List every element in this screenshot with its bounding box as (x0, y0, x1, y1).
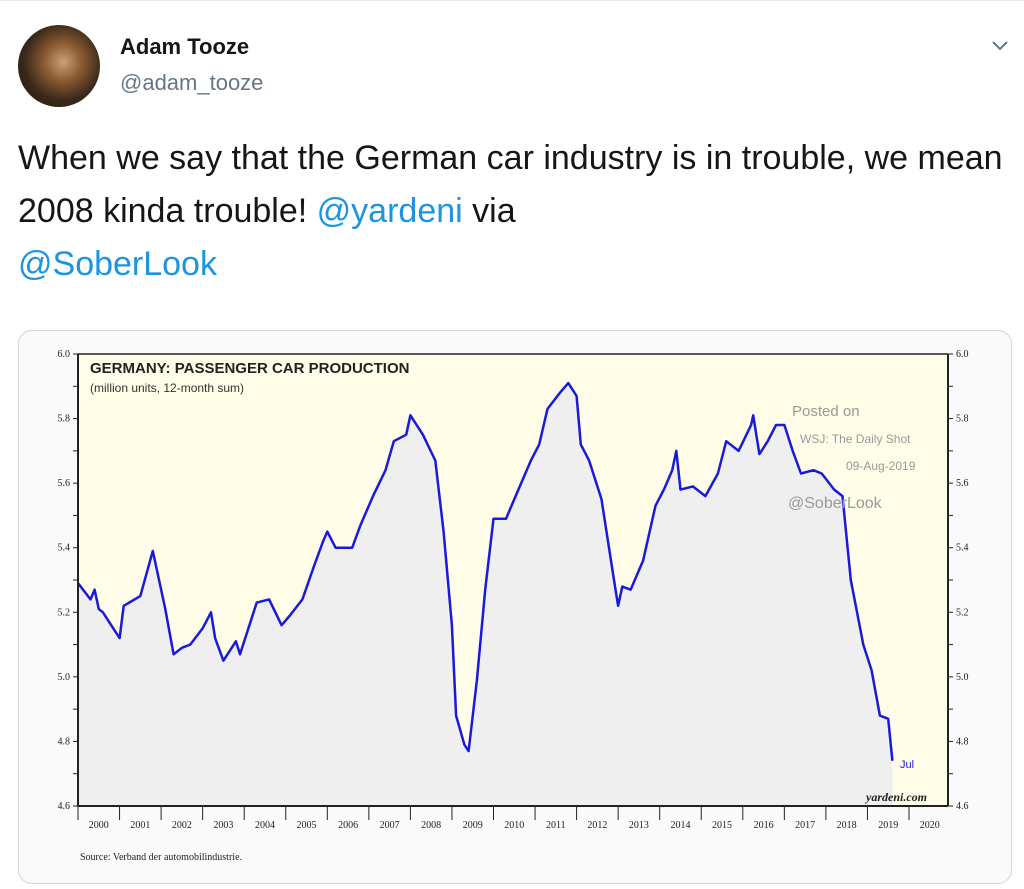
y-tick-label: 4.8 (58, 736, 71, 747)
y-tick-label: 5.4 (58, 543, 71, 554)
x-tick-label: 2019 (878, 820, 898, 831)
y-tick-label-right: 5.4 (956, 543, 969, 554)
x-tick-label: 2020 (920, 820, 940, 831)
brand-label: yardeni.com (864, 790, 927, 804)
watermark-line: 09-Aug-2019 (846, 459, 916, 473)
source-label: Source: Verband der automobilindustrie. (80, 852, 242, 863)
mention-link[interactable]: @SoberLook (18, 245, 217, 283)
x-tick-label: 2008 (421, 820, 441, 831)
avatar[interactable] (18, 25, 100, 107)
watermark: Posted on WSJ: The Daily Shot 09-Aug-201… (788, 403, 916, 512)
mention-link[interactable]: @yardeni (316, 192, 463, 230)
top-divider (0, 0, 1024, 1)
x-tick-label: 2011 (546, 820, 566, 831)
x-tick-label: 2010 (504, 820, 524, 831)
x-tick-label: 2006 (338, 820, 358, 831)
y-tick-label-right: 6.0 (956, 349, 969, 360)
watermark-line: Posted on (792, 403, 860, 420)
watermark-line: WSJ: The Daily Shot (800, 432, 911, 446)
x-tick-label: 2009 (463, 820, 483, 831)
y-tick-label: 5.0 (58, 672, 71, 683)
x-tick-label: 2002 (172, 820, 192, 831)
y-tick-label: 4.6 (58, 801, 71, 812)
y-tick-label-right: 5.8 (956, 414, 969, 425)
series-line (77, 381, 894, 761)
end-label: Jul (900, 759, 914, 771)
x-tick-label: 2003 (213, 820, 233, 831)
y-tick-label: 5.8 (58, 414, 71, 425)
tweet-text-via: via (462, 192, 516, 230)
author-handle[interactable]: @adam_tooze (120, 70, 264, 95)
y-tick-label-right: 5.0 (956, 672, 969, 683)
x-tick-label: 2017 (795, 820, 815, 831)
chart-title: GERMANY: PASSENGER CAR PRODUCTION (90, 360, 409, 377)
x-tick-label: 2007 (380, 820, 400, 831)
chart-subtitle: (million units, 12-month sum) (90, 381, 244, 395)
author-name[interactable]: Adam Tooze (120, 34, 250, 59)
y-tick-label: 6.0 (58, 349, 71, 360)
x-tick-label: 2018 (837, 820, 857, 831)
y-tick-label-right: 4.8 (956, 736, 969, 747)
x-tick-label: 2001 (130, 820, 150, 831)
x-tick-label: 2013 (629, 820, 649, 831)
tweet-text: When we say that the German car industry… (18, 132, 1018, 291)
tweet-text-body: When we say that the German car industry… (18, 139, 1003, 230)
x-tick-label: 2000 (89, 820, 109, 831)
y-tick-label: 5.2 (58, 607, 71, 618)
x-tick-label: 2014 (670, 820, 690, 831)
chevron-down-icon[interactable] (986, 32, 1014, 60)
watermark-line: @SoberLook (788, 495, 883, 512)
x-tick-label: 2015 (712, 820, 732, 831)
x-tick-label: 2005 (297, 820, 317, 831)
x-tick-label: 2016 (754, 820, 774, 831)
y-tick-label: 5.6 (58, 478, 71, 489)
y-tick-label-right: 5.2 (956, 607, 969, 618)
x-tick-label: 2004 (255, 820, 275, 831)
y-tick-label-right: 5.6 (956, 478, 969, 489)
x-tick-label: 2012 (587, 820, 607, 831)
y-tick-label-right: 4.6 (956, 801, 969, 812)
